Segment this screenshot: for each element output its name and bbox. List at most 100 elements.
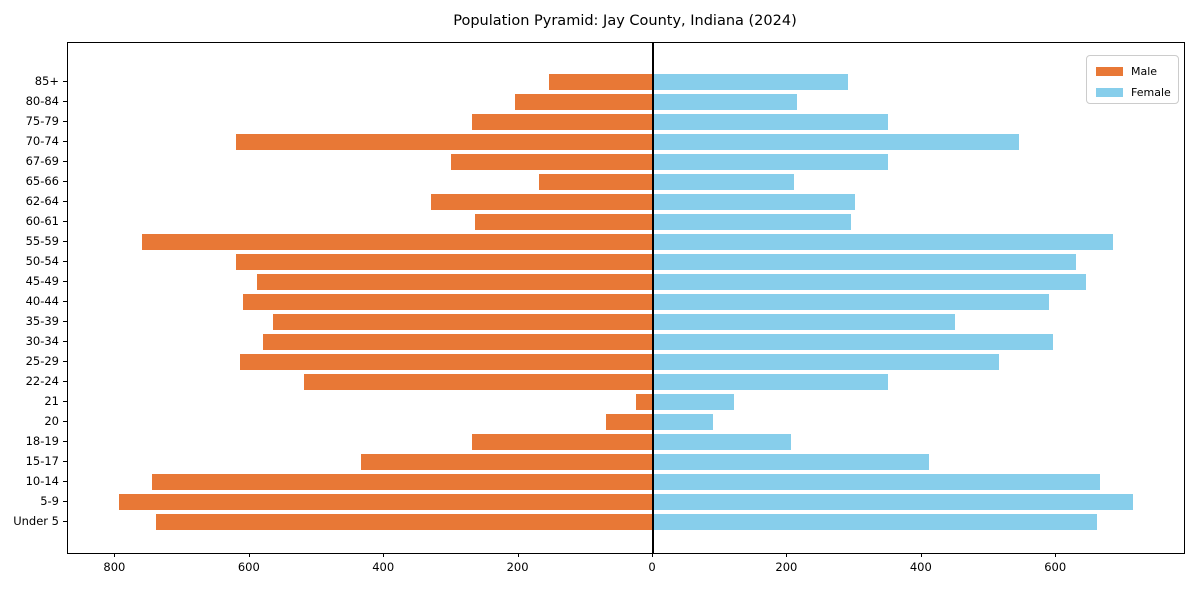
x-tick-label: 400 (372, 560, 395, 574)
age-row-50-54 (68, 252, 1184, 272)
male-bar (474, 214, 653, 230)
female-bar (653, 94, 798, 110)
y-tick-label: Under 5 (13, 514, 59, 528)
male-bar (118, 494, 653, 510)
y-tick-label: 22-24 (25, 374, 59, 388)
age-row-35-39 (68, 312, 1184, 332)
y-tick-label: 70-74 (25, 134, 59, 148)
bars-area (68, 72, 1184, 532)
y-tick-label: 15-17 (25, 454, 59, 468)
male-bar (471, 434, 653, 450)
y-tick-mark (63, 480, 67, 482)
female-bar (653, 194, 855, 210)
y-tick-mark (63, 280, 67, 282)
y-tick-mark (63, 440, 67, 442)
male-bar (451, 154, 653, 170)
x-tick-label: 600 (1044, 560, 1067, 574)
age-row-15-17 (68, 452, 1184, 472)
male-bar (303, 374, 653, 390)
legend-swatch-female (1096, 88, 1123, 97)
male-bar (236, 134, 653, 150)
legend-entry-male: Male (1096, 63, 1178, 80)
y-tick-label: 18-19 (25, 434, 59, 448)
x-tick-mark (1055, 553, 1057, 557)
y-tick-label: 45-49 (25, 274, 59, 288)
male-bar (431, 194, 653, 210)
zero-axis-line (652, 43, 654, 553)
age-row-60-61 (68, 212, 1184, 232)
legend: Male Female (1086, 55, 1179, 104)
female-bar (653, 74, 848, 90)
y-tick-label: 30-34 (25, 334, 59, 348)
age-row-67-69 (68, 152, 1184, 172)
x-tick-mark (517, 553, 519, 557)
y-tick-label: 60-61 (25, 214, 59, 228)
x-tick-mark (920, 553, 922, 557)
y-tick-mark (63, 320, 67, 322)
y-tick-label: 75-79 (25, 114, 59, 128)
y-tick-mark (63, 160, 67, 162)
age-row-18-19 (68, 432, 1184, 452)
male-bar (273, 314, 653, 330)
age-row-10-14 (68, 472, 1184, 492)
y-tick-label: 62-64 (25, 194, 59, 208)
male-bar (636, 394, 653, 410)
female-bar (653, 254, 1077, 270)
age-row-85+ (68, 72, 1184, 92)
y-tick-mark (63, 100, 67, 102)
male-bar (155, 514, 653, 530)
male-bar (152, 474, 653, 490)
y-tick-label: 40-44 (25, 294, 59, 308)
male-bar (471, 114, 653, 130)
x-tick-label: 400 (909, 560, 932, 574)
female-bar (653, 494, 1134, 510)
age-row-21 (68, 392, 1184, 412)
x-tick-label: 600 (237, 560, 260, 574)
male-bar (239, 354, 653, 370)
age-row-55-59 (68, 232, 1184, 252)
y-tick-label: 67-69 (25, 154, 59, 168)
y-tick-label: 55-59 (25, 234, 59, 248)
y-tick-mark (63, 340, 67, 342)
legend-label-female: Female (1131, 86, 1171, 99)
legend-entry-female: Female (1096, 84, 1178, 101)
y-tick-mark (63, 180, 67, 182)
y-tick-mark (63, 260, 67, 262)
female-bar (653, 374, 889, 390)
y-tick-mark (63, 240, 67, 242)
male-bar (142, 234, 653, 250)
male-bar (360, 454, 653, 470)
y-tick-label: 25-29 (25, 354, 59, 368)
legend-swatch-male (1096, 67, 1123, 76)
male-bar (605, 414, 653, 430)
female-bar (653, 354, 1000, 370)
x-tick-label: 200 (775, 560, 798, 574)
female-bar (653, 474, 1100, 490)
chart-title: Population Pyramid: Jay County, Indiana … (453, 13, 797, 29)
age-row-25-29 (68, 352, 1184, 372)
y-tick-mark (63, 300, 67, 302)
age-row-45-49 (68, 272, 1184, 292)
y-tick-mark (63, 380, 67, 382)
female-bar (653, 514, 1097, 530)
x-tick-mark (652, 553, 653, 557)
female-bar (653, 214, 852, 230)
y-tick-label: 65-66 (25, 174, 59, 188)
y-tick-label: 20 (44, 414, 59, 428)
y-tick-label: 10-14 (25, 474, 59, 488)
y-tick-mark (63, 140, 67, 142)
x-tick-label: 0 (648, 560, 656, 574)
age-row-5-9 (68, 492, 1184, 512)
y-tick-mark (63, 80, 67, 82)
female-bar (653, 414, 714, 430)
male-bar (548, 74, 653, 90)
male-bar (538, 174, 653, 190)
female-bar (653, 134, 1020, 150)
female-bar (653, 434, 791, 450)
y-tick-mark (63, 200, 67, 202)
age-row-40-44 (68, 292, 1184, 312)
y-tick-mark (63, 500, 67, 502)
x-tick-mark (114, 553, 116, 557)
plot-area (67, 42, 1185, 554)
